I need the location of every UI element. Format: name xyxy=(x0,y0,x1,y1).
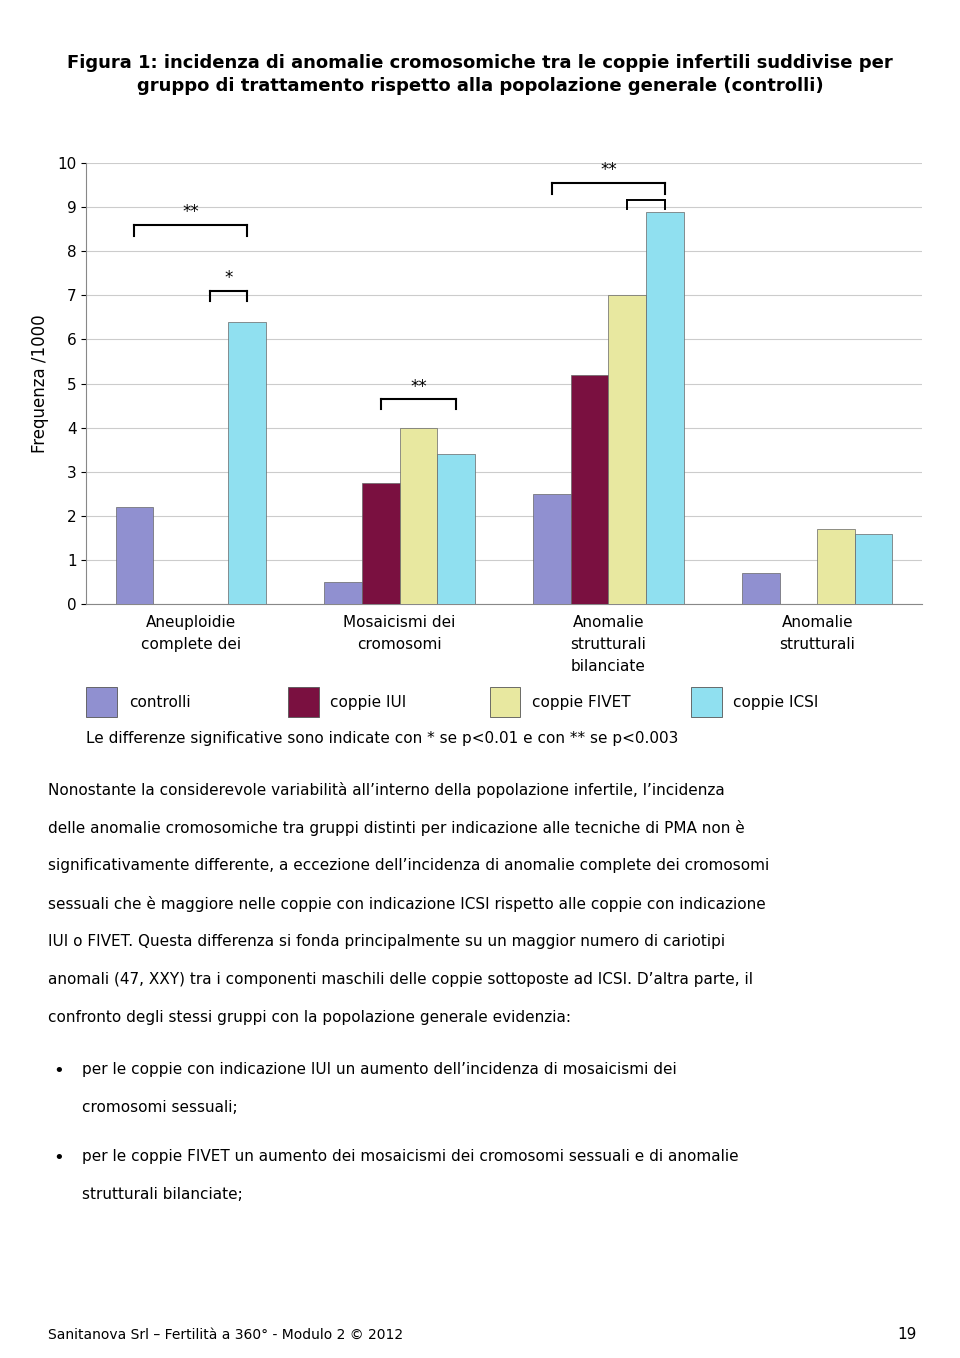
Text: controlli: controlli xyxy=(129,694,190,710)
Text: sessuali che è maggiore nelle coppie con indicazione ICSI rispetto alle coppie c: sessuali che è maggiore nelle coppie con… xyxy=(48,896,766,913)
Bar xyxy=(571,375,609,604)
Y-axis label: Frequenza /1000: Frequenza /1000 xyxy=(31,314,49,454)
Text: confronto degli stessi gruppi con la popolazione generale evidenzia:: confronto degli stessi gruppi con la pop… xyxy=(48,1010,571,1025)
Text: delle anomalie cromosomiche tra gruppi distinti per indicazione alle tecniche di: delle anomalie cromosomiche tra gruppi d… xyxy=(48,820,745,837)
Text: Figura 1: incidenza di anomalie cromosomiche tra le coppie infertili suddivise p: Figura 1: incidenza di anomalie cromosom… xyxy=(67,54,893,72)
Text: •: • xyxy=(53,1149,63,1168)
Bar xyxy=(115,507,154,604)
Text: 19: 19 xyxy=(898,1327,917,1342)
Text: gruppo di trattamento rispetto alla popolazione generale (controlli): gruppo di trattamento rispetto alla popo… xyxy=(136,77,824,95)
Text: significativamente differente, a eccezione dell’incidenza di anomalie complete d: significativamente differente, a eccezio… xyxy=(48,858,769,873)
Text: **: ** xyxy=(182,204,199,221)
Text: IUI o FIVET. Questa differenza si fonda principalmente su un maggior numero di c: IUI o FIVET. Questa differenza si fonda … xyxy=(48,934,725,949)
Bar xyxy=(854,534,893,604)
Text: per le coppie con indicazione IUI un aumento dell’incidenza di mosaicismi dei: per le coppie con indicazione IUI un aum… xyxy=(82,1062,677,1077)
Text: Sanitanova Srl – Fertilità a 360° - Modulo 2 © 2012: Sanitanova Srl – Fertilità a 360° - Modu… xyxy=(48,1328,403,1342)
Text: Le differenze significative sono indicate con * se p<0.01 e con ** se p<0.003: Le differenze significative sono indicat… xyxy=(86,731,679,746)
Bar xyxy=(817,530,854,604)
Text: strutturali: strutturali xyxy=(570,637,646,652)
Bar xyxy=(228,322,266,604)
Text: •: • xyxy=(53,1062,63,1080)
Text: **: ** xyxy=(600,162,616,179)
Text: Nonostante la considerevole variabilità all’interno della popolazione infertile,: Nonostante la considerevole variabilità … xyxy=(48,782,725,799)
Bar xyxy=(324,583,362,604)
Text: coppie FIVET: coppie FIVET xyxy=(532,694,631,710)
Text: **: ** xyxy=(410,378,427,395)
Text: complete dei: complete dei xyxy=(141,637,241,652)
Bar xyxy=(362,483,399,604)
Text: cromosomi sessuali;: cromosomi sessuali; xyxy=(82,1100,237,1115)
Text: strutturali bilanciate;: strutturali bilanciate; xyxy=(82,1187,242,1202)
Text: cromosomi: cromosomi xyxy=(357,637,442,652)
Text: bilanciate: bilanciate xyxy=(571,659,646,674)
Bar xyxy=(533,494,571,604)
Text: coppie IUI: coppie IUI xyxy=(330,694,406,710)
Bar xyxy=(742,573,780,604)
Bar xyxy=(437,454,475,604)
Text: *: * xyxy=(225,269,232,288)
Text: strutturali: strutturali xyxy=(780,637,855,652)
Bar xyxy=(399,428,437,604)
Bar xyxy=(609,295,646,604)
Text: Anomalie: Anomalie xyxy=(781,615,853,630)
Text: per le coppie FIVET un aumento dei mosaicismi dei cromosomi sessuali e di anomal: per le coppie FIVET un aumento dei mosai… xyxy=(82,1149,738,1164)
Text: Anomalie: Anomalie xyxy=(572,615,644,630)
Text: Mosaicismi dei: Mosaicismi dei xyxy=(344,615,456,630)
Bar xyxy=(646,212,684,604)
Text: Aneuploidie: Aneuploidie xyxy=(146,615,236,630)
Text: anomali (47, XXY) tra i componenti maschili delle coppie sottoposte ad ICSI. D’a: anomali (47, XXY) tra i componenti masch… xyxy=(48,972,753,987)
Text: coppie ICSI: coppie ICSI xyxy=(733,694,819,710)
